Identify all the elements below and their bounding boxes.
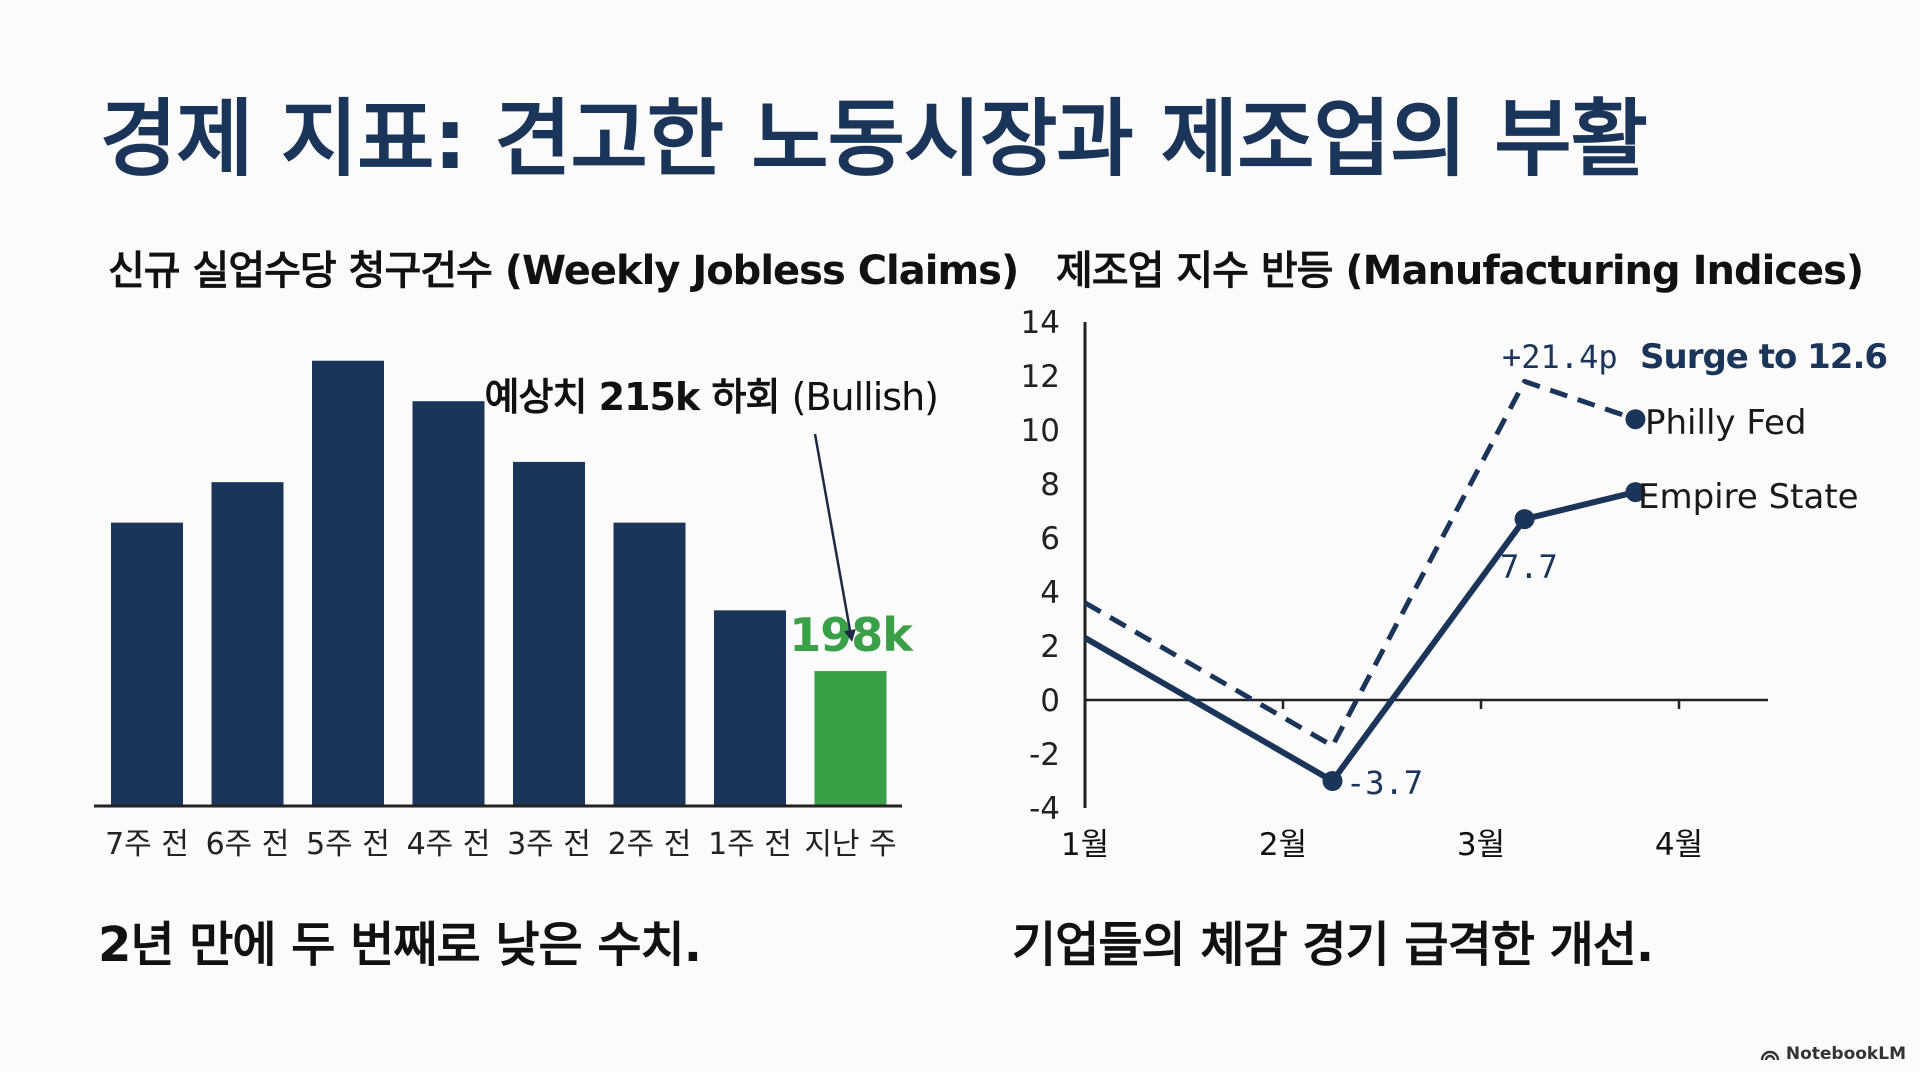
x-tick-label: 1월 — [1061, 827, 1109, 863]
bar — [412, 401, 485, 806]
page-title: 경제 지표: 견고한 노동시장과 제조업의 부활 — [100, 90, 1648, 188]
bar — [513, 461, 585, 806]
y-tick-label: 14 — [1021, 305, 1060, 341]
manufacturing-chart-title: 제조업 지수 반등 (Manufacturing Indices) — [1056, 248, 1864, 294]
jobless-chart-title: 신규 실업수당 청구건수 (Weekly Jobless Claims) — [108, 248, 1019, 294]
notebooklm-watermark: NotebookLM — [1760, 1044, 1906, 1064]
change-annotation: +21.4p — [1502, 338, 1618, 376]
surge-annotation: Surge to 12.6 — [1640, 337, 1887, 377]
empire-state-point — [1322, 771, 1343, 791]
expectation-annotation: 예상치 215k 하회 (Bullish) — [485, 375, 938, 419]
category-tick-label: 1주 전 — [708, 827, 792, 862]
y-tick-label: 4 — [1040, 575, 1060, 611]
category-tick-label: 6주 전 — [206, 827, 290, 862]
empire-low-label: -3.7 — [1346, 764, 1423, 802]
empire-high-label: 7.7 — [1500, 548, 1558, 586]
y-tick-label: -2 — [1029, 737, 1060, 773]
category-tick-label: 4주 전 — [407, 827, 491, 862]
philly-fed-point — [1625, 409, 1646, 430]
watermark-text: NotebookLM — [1785, 1044, 1906, 1064]
bar — [211, 482, 284, 806]
annotation-bold-text: 예상치 215k 하회 — [485, 375, 792, 419]
y-tick-label: 10 — [1021, 413, 1060, 449]
jobless-bar-chart: 7주 전 6주 전 5주 전 4주 전 3주 전 2주 전 1주 전 지난 주198k예상치 … — [94, 360, 939, 862]
bar — [613, 522, 686, 806]
category-tick-label: 3주 전 — [507, 827, 591, 862]
x-tick-label: 2월 — [1259, 827, 1307, 863]
jobless-caption: 2년 만에 두 번째로 낮은 수치. — [98, 917, 702, 973]
bar — [312, 360, 384, 806]
y-tick-label: 0 — [1040, 683, 1060, 719]
category-tick-label: 5주 전 — [306, 827, 390, 862]
category-tick-label: 지난 주 — [804, 827, 896, 862]
category-tick-label: 2주 전 — [608, 827, 692, 862]
y-tick-label: 6 — [1040, 521, 1060, 557]
empire-state-legend-label: Empire State — [1638, 477, 1859, 517]
x-tick-label: 4월 — [1655, 827, 1703, 863]
manufacturing-line-chart: 14 12 10 8 6 4 2 0 -2 -41월 2월 3월 4월 +21.4p Surge to 12… — [1021, 305, 1888, 863]
bar — [111, 522, 183, 806]
philly-fed-legend-label: Philly Fed — [1645, 403, 1807, 443]
annotation-plain-text: (Bullish) — [792, 375, 938, 419]
bar — [714, 610, 786, 806]
y-tick-label: 12 — [1021, 359, 1060, 395]
empire-state-point — [1514, 509, 1535, 530]
category-tick-label: 7주 전 — [105, 827, 189, 862]
notebooklm-logo-icon — [1760, 1050, 1780, 1061]
annotation-arrow — [813, 433, 856, 642]
highlight-bar — [814, 671, 887, 806]
empire-state-line — [1083, 489, 1637, 784]
manufacturing-caption: 기업들의 체감 경기 급격한 개선. — [1012, 917, 1654, 973]
y-tick-label: 8 — [1040, 467, 1060, 503]
y-tick-label: 2 — [1040, 629, 1060, 665]
x-tick-label: 3월 — [1457, 827, 1505, 863]
y-tick-label: -4 — [1029, 791, 1060, 827]
empire-state-point — [1625, 482, 1646, 503]
philly-fed-line — [1083, 378, 1637, 749]
